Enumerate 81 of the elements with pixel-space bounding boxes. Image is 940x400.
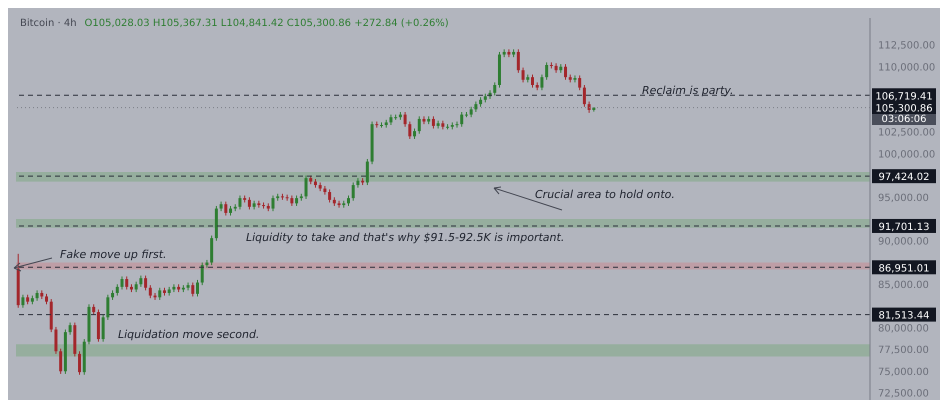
candlestick xyxy=(516,48,520,74)
annotation: Liquidity to take and that's why $91.5-92.5K is important. xyxy=(246,231,564,244)
candlestick xyxy=(26,294,30,305)
annotation: Crucial area to hold onto. xyxy=(535,188,675,201)
candlestick xyxy=(106,294,110,320)
candlestick xyxy=(148,284,152,299)
candlestick xyxy=(356,178,360,188)
text: 03:06:06 xyxy=(872,114,936,125)
candlestick xyxy=(493,82,496,96)
chart-title: Bitcoin · 4h xyxy=(20,18,77,29)
candlestick xyxy=(158,287,162,300)
y-tick-label: 77,500.00 xyxy=(878,345,929,356)
candlestick xyxy=(196,279,199,297)
candlestick xyxy=(220,201,223,212)
candlestick xyxy=(418,116,421,134)
y-tick-label: 80,000.00 xyxy=(878,323,929,334)
candlestick xyxy=(522,67,525,83)
candlestick xyxy=(144,275,148,291)
ref-line-label: 81,513.44 xyxy=(878,310,930,322)
candlestick xyxy=(200,262,204,286)
candlestick xyxy=(229,205,232,216)
candlestick xyxy=(474,101,478,112)
y-tick-label: 100,000.00 xyxy=(878,149,936,160)
y-tick-label: 85,000.00 xyxy=(878,280,929,291)
candlestick xyxy=(120,276,124,290)
candlestick xyxy=(304,175,308,200)
y-tick-label: 72,500.00 xyxy=(878,388,929,400)
annotation: Reclaim is party. xyxy=(642,84,734,97)
candlestick xyxy=(248,196,251,210)
candlestick xyxy=(102,314,105,342)
candlestick xyxy=(116,284,119,296)
annotation: Liquidation move second. xyxy=(118,328,260,341)
candlestick xyxy=(366,158,369,186)
candlestick xyxy=(191,282,194,297)
candlestick xyxy=(564,64,568,80)
candlestick xyxy=(134,281,138,293)
y-tick-label: 90,000.00 xyxy=(878,236,929,248)
ref-line-label: 105,300.86 xyxy=(875,104,933,115)
candlestick xyxy=(271,195,274,212)
y-tick-label: 112,500.00 xyxy=(878,40,936,52)
candlestick xyxy=(413,128,416,140)
candlestick xyxy=(238,195,242,210)
annotation: Fake move up first. xyxy=(60,248,167,261)
candlestick xyxy=(578,74,582,91)
candlestick xyxy=(408,121,412,140)
candlestick xyxy=(540,74,544,91)
y-tick-label: 102,500.00 xyxy=(878,128,936,139)
y-tick-label: 110,000.00 xyxy=(878,62,936,74)
candlestick xyxy=(21,294,24,308)
y-tick-label: 95,000.00 xyxy=(878,192,929,204)
ref-line-label: 97,424.02 xyxy=(878,172,930,184)
candlestick xyxy=(328,188,332,203)
candlestick xyxy=(479,96,482,108)
candlestick xyxy=(224,201,228,216)
candlestick xyxy=(432,116,435,130)
candlestick xyxy=(295,195,298,206)
candlestick xyxy=(78,350,82,376)
chart-subtitle: O105,028.03 H105,367.31 L104,841.42 C105,300.86 +272.84 (+0.26%) xyxy=(84,18,449,29)
candlestick xyxy=(290,195,294,206)
candlestick xyxy=(346,195,350,206)
candlestick xyxy=(92,304,96,316)
candlestick xyxy=(111,290,114,300)
candlestick xyxy=(352,182,355,202)
ref-line-label: 106,719.41 xyxy=(875,91,933,102)
candlestick xyxy=(404,111,407,128)
candlestick xyxy=(45,293,48,305)
candlestick xyxy=(470,106,473,118)
ref-line-label: 86,951.01 xyxy=(878,263,930,274)
candlestick xyxy=(54,326,58,354)
candlestick xyxy=(582,84,586,108)
candlestick xyxy=(554,62,558,74)
y-tick-label: 75,000.00 xyxy=(878,366,929,378)
candlestick xyxy=(59,348,62,374)
candlestick xyxy=(36,290,39,302)
ref-line-label: 91,701.13 xyxy=(878,222,930,233)
candlestick xyxy=(460,111,464,128)
candlestick xyxy=(68,322,72,336)
candlestick xyxy=(530,74,534,88)
candlestick xyxy=(545,62,548,80)
candlestick xyxy=(125,276,128,290)
candlestick xyxy=(139,275,142,288)
